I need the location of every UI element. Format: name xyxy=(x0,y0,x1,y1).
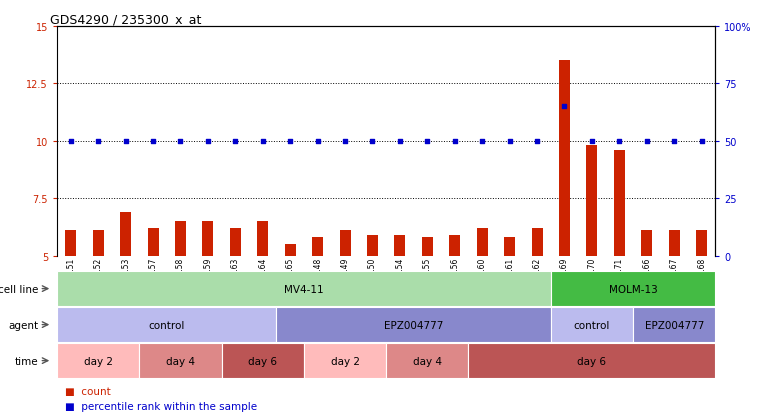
Bar xyxy=(469,344,715,378)
Bar xyxy=(422,238,433,256)
Point xyxy=(696,138,708,145)
Point xyxy=(422,138,434,145)
Text: MV4-11: MV4-11 xyxy=(284,284,323,294)
Point xyxy=(174,138,186,145)
Bar xyxy=(285,244,296,256)
Text: MOLM-13: MOLM-13 xyxy=(609,284,658,294)
Point xyxy=(202,138,214,145)
Point xyxy=(394,138,406,145)
Bar xyxy=(532,228,543,256)
Bar xyxy=(394,235,406,256)
Point xyxy=(449,138,461,145)
Text: day 6: day 6 xyxy=(578,356,607,366)
Text: agent: agent xyxy=(8,320,38,330)
Point xyxy=(504,138,516,145)
Bar xyxy=(339,231,351,256)
Text: ■  count: ■ count xyxy=(65,386,110,396)
Point xyxy=(256,138,269,145)
Bar xyxy=(257,222,269,256)
Point xyxy=(613,138,626,145)
Point xyxy=(311,138,323,145)
Point xyxy=(119,138,132,145)
Point xyxy=(531,138,543,145)
Text: day 6: day 6 xyxy=(248,356,277,366)
Bar xyxy=(312,238,323,256)
Bar xyxy=(633,308,715,342)
Text: cell line: cell line xyxy=(0,284,38,294)
Bar xyxy=(175,222,186,256)
Point xyxy=(147,138,159,145)
Bar xyxy=(386,344,469,378)
Bar xyxy=(57,272,551,306)
Text: day 2: day 2 xyxy=(84,356,113,366)
Text: time: time xyxy=(14,356,38,366)
Bar xyxy=(221,344,304,378)
Bar xyxy=(614,151,625,256)
Bar xyxy=(367,235,378,256)
Bar xyxy=(57,344,139,378)
Text: control: control xyxy=(148,320,185,330)
Bar xyxy=(230,228,240,256)
Bar xyxy=(642,231,652,256)
Bar xyxy=(93,231,103,256)
Text: control: control xyxy=(574,320,610,330)
Text: day 4: day 4 xyxy=(166,356,195,366)
Point xyxy=(559,104,571,110)
Bar xyxy=(449,235,460,256)
Bar xyxy=(551,308,633,342)
Bar xyxy=(551,272,715,306)
Point xyxy=(476,138,489,145)
Point xyxy=(586,138,598,145)
Text: day 2: day 2 xyxy=(330,356,359,366)
Bar xyxy=(202,222,213,256)
Point xyxy=(339,138,351,145)
Text: ■  percentile rank within the sample: ■ percentile rank within the sample xyxy=(65,401,256,411)
Text: day 4: day 4 xyxy=(413,356,442,366)
Bar xyxy=(669,231,680,256)
Point xyxy=(65,138,77,145)
Bar xyxy=(276,308,551,342)
Point xyxy=(668,138,680,145)
Text: EPZ004777: EPZ004777 xyxy=(384,320,444,330)
Bar xyxy=(559,61,570,256)
Point xyxy=(366,138,378,145)
Point xyxy=(92,138,104,145)
Text: GDS4290 / 235300_x_at: GDS4290 / 235300_x_at xyxy=(50,13,202,26)
Bar xyxy=(504,238,515,256)
Bar xyxy=(148,228,158,256)
Bar xyxy=(304,344,386,378)
Bar xyxy=(476,228,488,256)
Point xyxy=(641,138,653,145)
Bar xyxy=(139,344,221,378)
Point xyxy=(229,138,241,145)
Bar xyxy=(57,308,276,342)
Bar xyxy=(587,146,597,256)
Text: EPZ004777: EPZ004777 xyxy=(645,320,704,330)
Bar xyxy=(120,213,131,256)
Point xyxy=(284,138,296,145)
Bar xyxy=(65,231,76,256)
Bar xyxy=(696,231,707,256)
